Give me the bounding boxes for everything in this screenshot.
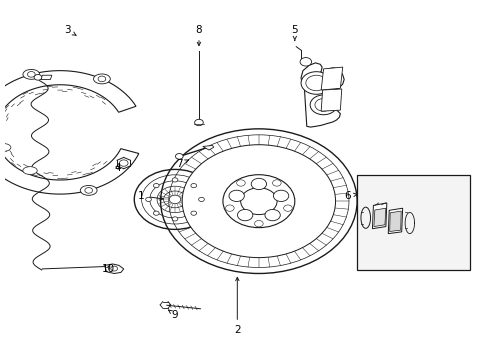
Circle shape <box>254 220 263 227</box>
Text: 7: 7 <box>176 159 188 169</box>
Circle shape <box>301 72 331 94</box>
Circle shape <box>175 154 183 159</box>
Circle shape <box>85 188 92 193</box>
Text: 2: 2 <box>234 277 240 335</box>
Circle shape <box>283 205 292 211</box>
Circle shape <box>190 211 196 215</box>
Polygon shape <box>0 71 139 194</box>
Circle shape <box>34 75 41 80</box>
Polygon shape <box>372 203 386 229</box>
Circle shape <box>161 129 356 274</box>
Circle shape <box>111 266 117 271</box>
Circle shape <box>153 211 159 215</box>
Circle shape <box>272 180 281 186</box>
Circle shape <box>182 145 335 258</box>
Polygon shape <box>203 145 213 150</box>
Circle shape <box>314 99 331 111</box>
Text: 4: 4 <box>114 163 121 173</box>
Circle shape <box>153 184 159 188</box>
Circle shape <box>237 210 252 221</box>
Circle shape <box>172 217 178 221</box>
Circle shape <box>228 190 244 202</box>
Circle shape <box>240 188 277 215</box>
Text: 8: 8 <box>195 25 202 46</box>
Circle shape <box>300 58 311 66</box>
Circle shape <box>98 76 105 82</box>
Ellipse shape <box>23 69 40 79</box>
Polygon shape <box>301 63 344 127</box>
Text: 5: 5 <box>291 25 298 41</box>
Text: 6: 6 <box>344 191 356 201</box>
Text: 10: 10 <box>101 264 114 274</box>
Bar <box>356 175 469 270</box>
Circle shape <box>172 178 178 182</box>
Polygon shape <box>321 67 342 90</box>
Circle shape <box>305 75 326 91</box>
Ellipse shape <box>23 167 37 175</box>
Circle shape <box>194 119 203 126</box>
Polygon shape <box>321 89 341 111</box>
Circle shape <box>198 197 204 202</box>
Circle shape <box>27 72 35 77</box>
Circle shape <box>145 197 151 202</box>
Circle shape <box>223 175 294 228</box>
Circle shape <box>236 180 244 186</box>
Circle shape <box>309 95 336 115</box>
Ellipse shape <box>93 74 110 84</box>
Text: 1: 1 <box>138 191 163 201</box>
Polygon shape <box>373 208 385 226</box>
Polygon shape <box>104 264 123 274</box>
Text: 9: 9 <box>168 310 178 320</box>
Ellipse shape <box>80 185 97 195</box>
Polygon shape <box>389 211 400 231</box>
Circle shape <box>190 184 196 188</box>
Circle shape <box>134 170 215 229</box>
Circle shape <box>273 190 288 202</box>
Circle shape <box>119 160 128 166</box>
Polygon shape <box>387 208 402 234</box>
Text: 3: 3 <box>64 25 76 35</box>
Polygon shape <box>41 75 52 80</box>
Circle shape <box>251 178 266 190</box>
Circle shape <box>264 210 280 221</box>
Circle shape <box>225 205 234 211</box>
Ellipse shape <box>0 144 11 151</box>
